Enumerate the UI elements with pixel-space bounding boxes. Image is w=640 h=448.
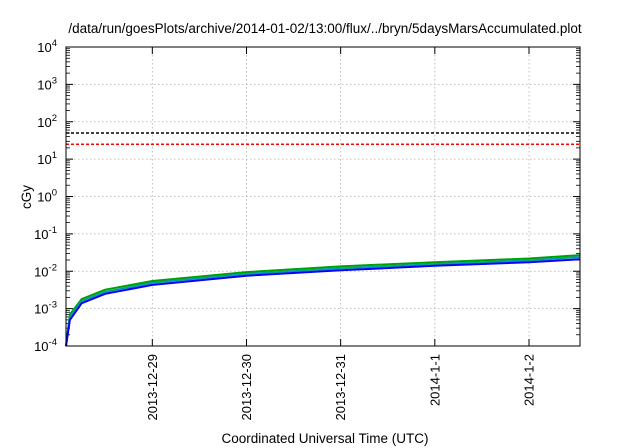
x-tick-label: 2013-12-30 xyxy=(239,354,254,421)
x-axis-label: Coordinated Universal Time (UTC) xyxy=(221,431,428,446)
y-tick-label: 100 xyxy=(37,188,57,205)
x-tick-label: 2013-12-29 xyxy=(145,354,160,421)
y-tick-base: 10 xyxy=(37,190,51,205)
chart-title: /data/run/goesPlots/archive/2014-01-02/1… xyxy=(68,21,582,36)
x-tick-label: 2013-12-31 xyxy=(333,354,348,421)
y-tick-base: 10 xyxy=(37,152,51,167)
y-tick-exponent: 4 xyxy=(52,38,57,49)
x-tick-label: 2014-1-1 xyxy=(427,354,442,406)
y-tick-exponent: -1 xyxy=(49,225,57,236)
y-tick-label: 10-3 xyxy=(34,300,57,317)
dose-series-line xyxy=(65,254,581,347)
y-tick-exponent: 3 xyxy=(52,75,57,86)
y-tick-exponent: -4 xyxy=(49,337,57,348)
y-tick-exponent: 0 xyxy=(52,188,57,199)
y-tick-label: 103 xyxy=(37,75,57,92)
y-tick-label: 104 xyxy=(37,38,57,55)
grid-layer xyxy=(66,47,580,346)
y-tick-base: 10 xyxy=(37,115,51,130)
dose-series-line xyxy=(65,258,581,347)
y-tick-base: 10 xyxy=(34,227,48,242)
y-tick-base: 10 xyxy=(34,339,48,354)
y-tick-exponent: 2 xyxy=(52,113,57,124)
y-axis-label: cGy xyxy=(19,185,34,209)
lines-layer xyxy=(65,132,581,347)
y-tick-exponent: -3 xyxy=(49,300,57,311)
y-tick-base: 10 xyxy=(37,40,51,55)
y-tick-label: 10-1 xyxy=(34,225,57,242)
y-tick-label: 10-2 xyxy=(34,262,57,279)
y-tick-base: 10 xyxy=(34,264,48,279)
plot-frame xyxy=(65,46,581,347)
y-tick-label: 102 xyxy=(37,113,57,130)
y-tick-label: 101 xyxy=(37,150,57,167)
y-tick-label: 10-4 xyxy=(34,337,57,354)
ticks-layer: 10410310210110010-110-210-310-42013-12-2… xyxy=(34,38,580,421)
y-tick-exponent: 1 xyxy=(52,150,57,161)
y-tick-exponent: -2 xyxy=(49,262,57,273)
y-tick-base: 10 xyxy=(34,302,48,317)
y-tick-base: 10 xyxy=(37,77,51,92)
dose-series-line xyxy=(65,256,581,347)
x-tick-label: 2014-1-2 xyxy=(521,354,536,406)
